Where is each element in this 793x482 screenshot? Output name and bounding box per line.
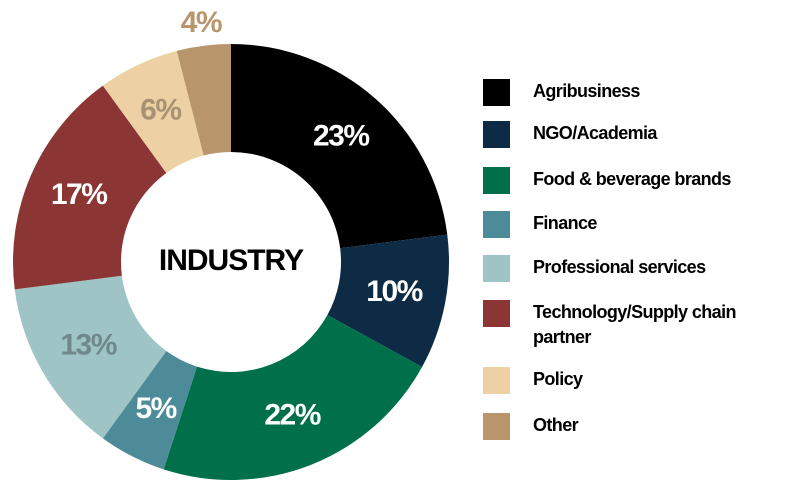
slice bbox=[12, 85, 167, 290]
legend-swatch bbox=[483, 211, 510, 238]
legend-label: Food & beverage brands bbox=[533, 169, 731, 189]
legend-item: Technology/Supply chain partner bbox=[483, 300, 788, 350]
legend-item: NGO/Academia bbox=[483, 121, 788, 148]
slice bbox=[102, 350, 198, 470]
value-label: 23% bbox=[313, 119, 369, 152]
legend-item: Other bbox=[483, 413, 788, 440]
slice bbox=[327, 234, 449, 368]
slice bbox=[163, 314, 423, 481]
legend-swatch bbox=[483, 300, 510, 327]
legend-swatch bbox=[483, 167, 510, 194]
slice bbox=[102, 50, 204, 174]
value-label: 13% bbox=[60, 328, 116, 361]
legend-label: Technology/Supply chain partner bbox=[533, 302, 736, 347]
legend-label: Finance bbox=[533, 213, 597, 233]
legend-item: Agribusiness bbox=[483, 79, 788, 106]
legend-swatch bbox=[483, 255, 510, 282]
legend-item: Food & beverage brands bbox=[483, 167, 788, 194]
legend-swatch bbox=[483, 79, 510, 106]
legend-label: Professional services bbox=[533, 257, 706, 277]
legend-item: Policy bbox=[483, 367, 788, 394]
legend-label: Agribusiness bbox=[533, 81, 640, 101]
legend-swatch bbox=[483, 121, 510, 148]
value-label: 10% bbox=[366, 275, 422, 308]
legend-label: Other bbox=[533, 415, 579, 435]
slice bbox=[14, 275, 167, 439]
value-label: 4% bbox=[181, 6, 222, 39]
legend-item: Professional services bbox=[483, 255, 788, 282]
value-label: 17% bbox=[51, 178, 107, 211]
slice bbox=[176, 44, 231, 156]
value-label: 22% bbox=[264, 398, 320, 431]
value-label: 5% bbox=[135, 392, 176, 425]
legend-item: Finance bbox=[483, 211, 788, 238]
legend-swatch bbox=[483, 367, 510, 394]
value-label: 6% bbox=[140, 94, 181, 127]
slice bbox=[231, 44, 448, 249]
center-label: INDUSTRY bbox=[159, 244, 304, 277]
legend-swatch bbox=[483, 413, 510, 440]
legend-label: Policy bbox=[533, 369, 583, 389]
legend-label: NGO/Academia bbox=[533, 123, 657, 143]
